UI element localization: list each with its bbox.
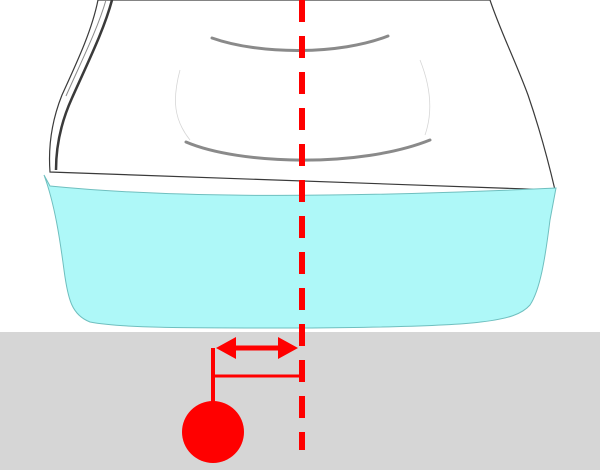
probe-left-edge-inner	[65, 0, 107, 97]
arrow-left-head-icon	[216, 337, 236, 359]
target-marker	[182, 401, 244, 463]
probe-left-edge	[54, 0, 114, 171]
probe-grip-outline	[175, 59, 431, 141]
lateral-offset-arrow	[211, 337, 302, 405]
arrow-right-head-icon	[278, 337, 298, 359]
